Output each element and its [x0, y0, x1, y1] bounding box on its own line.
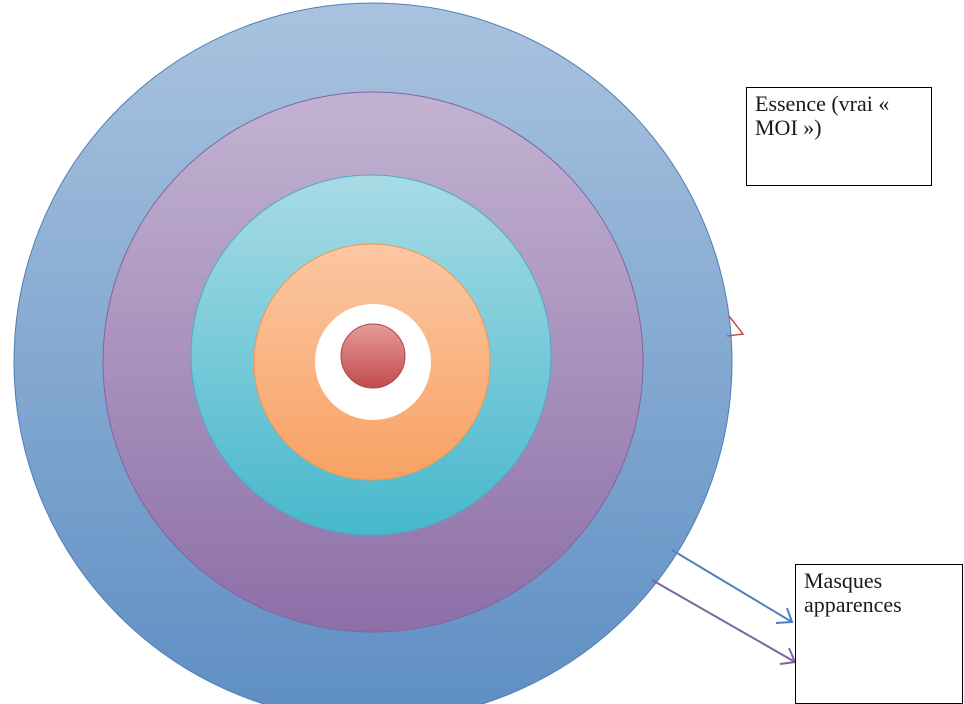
- essence-label-box: Essence (vrai « MOI »): [746, 87, 932, 186]
- masques-label-line-2: apparences: [804, 592, 902, 617]
- purple-arrowhead: [779, 647, 797, 665]
- blue-arrow-shaft: [671, 549, 793, 623]
- masques-label-line-1: Masques: [804, 568, 883, 593]
- core-circle: [340, 323, 406, 389]
- blue-arrowhead: [775, 607, 794, 624]
- purple-arrow-shaft: [651, 579, 796, 663]
- essence-label-line-1: Essence (vrai «: [755, 91, 890, 116]
- red-arrowhead: [726, 315, 745, 337]
- masques-label-box: Masques apparences: [795, 564, 963, 704]
- essence-label-line-2: MOI »): [755, 115, 822, 140]
